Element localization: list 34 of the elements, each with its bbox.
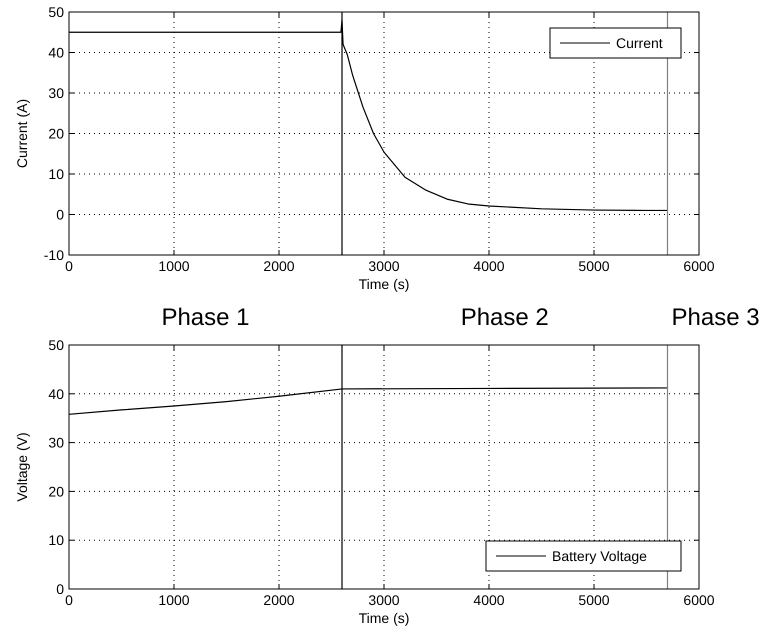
x-tick-label: 6000 [683,258,715,274]
y-tick-label: 20 [48,126,64,142]
y-tick-label: 20 [48,483,64,500]
y-tick-label: -10 [44,247,64,263]
x-tick-label: 2000 [263,258,295,274]
x-tick-label: 1000 [158,592,190,608]
x-tick-label: 2000 [263,592,295,608]
y-tick-label: 0 [56,581,64,597]
x-tick-label: 5000 [578,592,610,608]
text: Phase 3 [672,304,760,331]
x-tick-label: 3000 [368,592,400,608]
y-axis-title: Current (A) [14,98,30,168]
legend-label: Battery Voltage [552,548,648,564]
x-tick-label: 3000 [368,258,400,274]
text: Phase 2 [460,304,549,331]
x-axis-title: Time (s) [358,610,410,626]
x-tick-label: 4000 [473,258,505,274]
y-tick-label: 40 [48,386,64,402]
y-tick-label: 50 [48,337,64,353]
x-axis-title: Time (s) [358,276,410,292]
y-axis-title: Voltage (V) [14,432,30,502]
y-tick-label: 10 [48,532,64,548]
x-tick-label: 6000 [683,592,715,608]
y-tick-label: 0 [56,206,64,222]
y-tick-label: 10 [48,166,64,182]
y-tick-label: 40 [48,44,64,60]
y-tick-label: 30 [48,434,64,451]
legend-label: Current [616,35,663,51]
x-tick-label: 5000 [578,258,610,274]
x-tick-label: 1000 [158,258,190,274]
y-tick-label: 30 [48,85,64,101]
text: Phase 1 [161,304,250,331]
y-tick-label: 50 [48,4,64,20]
x-tick-label: 4000 [473,592,505,608]
